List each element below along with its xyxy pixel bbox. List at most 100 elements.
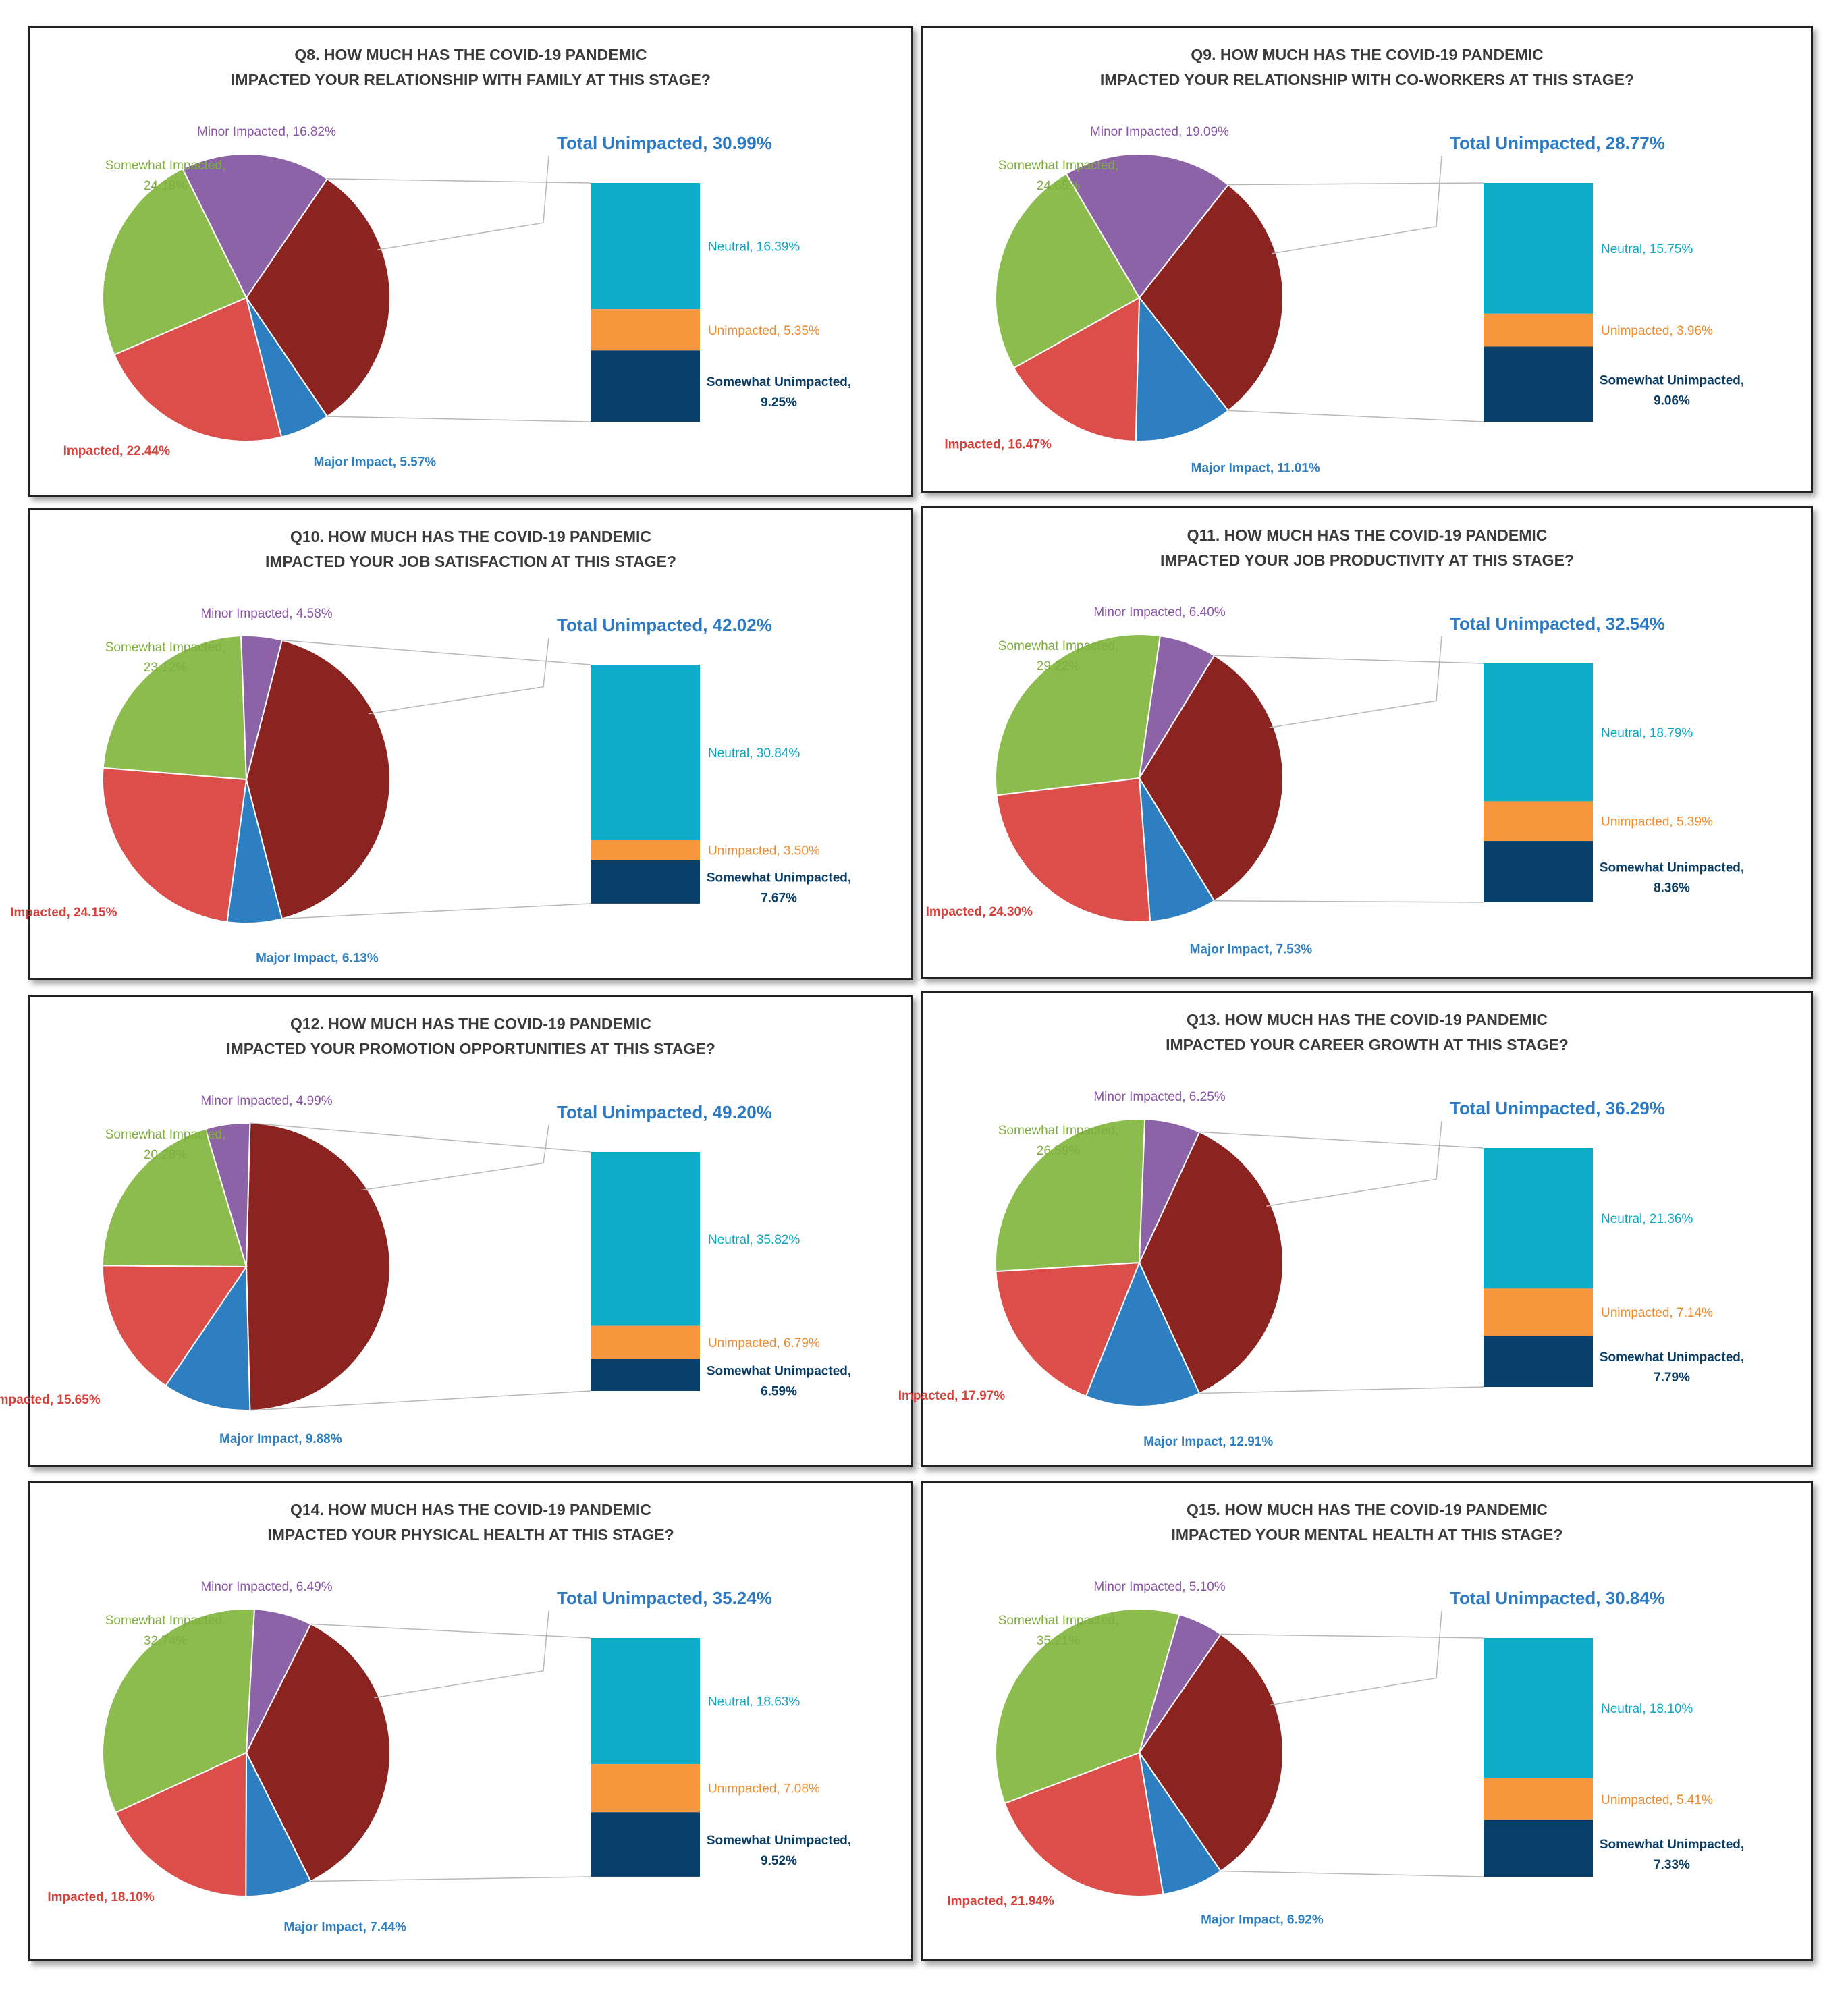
bar-of-pie-chart: Total Unimpacted, 28.77% Neutral, 15.75% U… — [944, 125, 1744, 476]
chart-title-line-2: IMPACTED YOUR CAREER GROWTH AT THIS STAG… — [1166, 1036, 1569, 1053]
pie-slice-major-impact — [1139, 777, 1216, 923]
bar-of-pie-chart: Total Unimpacted, 42.02% Neutral, 30.84% U… — [10, 607, 851, 966]
pie-slice-somewhat-impacted — [102, 1128, 248, 1268]
pie-label-minor-impacted: Minor Impacted, 16.82% — [197, 125, 336, 139]
pie-label-somewhat-impacted-value: 24.18% — [144, 179, 188, 193]
chart-title-line-1: Q13. HOW MUCH HAS THE COVID-19 PANDEMIC — [1186, 1011, 1548, 1029]
pie-slice-total-unimpacted — [1138, 184, 1284, 412]
bar-label-unimpacted: Unimpacted, 7.14% — [1601, 1306, 1713, 1320]
bar-segment-somewhat-unimpacted — [1484, 1336, 1593, 1387]
bar-label-somewhat-unimpacted-value: 9.25% — [761, 395, 797, 410]
pie-label-somewhat-impacted-value: 32.74% — [144, 1634, 188, 1648]
chart-title: Q11. HOW MUCH HAS THE COVID-19 PANDEMIC … — [923, 523, 1811, 573]
connector-line-bottom — [1220, 1870, 1484, 1877]
pie-slice-somewhat-impacted — [995, 1608, 1180, 1805]
bar-label-neutral: Neutral, 21.36% — [1601, 1212, 1693, 1226]
pie-label-impacted: Impacted, 18.10% — [47, 1890, 155, 1904]
bar-segment-neutral — [1484, 1638, 1593, 1778]
bar-label-neutral: Neutral, 30.84% — [708, 746, 800, 761]
bar-segment-somewhat-unimpacted — [1484, 1819, 1593, 1877]
connector-line-bottom — [1228, 410, 1484, 422]
bar-label-unimpacted: Unimpacted, 3.96% — [1601, 324, 1713, 338]
chart-panel-q11: Q11. HOW MUCH HAS THE COVID-19 PANDEMIC … — [921, 506, 1813, 979]
chart-panel-q14: Q14. HOW MUCH HAS THE COVID-19 PANDEMIC … — [28, 1481, 913, 1961]
bar-segment-unimpacted — [1484, 1288, 1593, 1336]
bar-segment-unimpacted — [591, 309, 700, 351]
pie-label-somewhat-impacted: Somewhat Impacted, — [105, 640, 225, 655]
pie-slice-minor-impacted — [182, 153, 329, 299]
bar-of-pie-chart: Total Unimpacted, 49.20% Neutral, 35.82% U… — [0, 1094, 851, 1446]
chart-title-line-2: IMPACTED YOUR PHYSICAL HEALTH AT THIS ST… — [267, 1526, 674, 1543]
pie-slice-impacted — [1012, 296, 1141, 442]
pie-slice-impacted — [996, 777, 1151, 923]
pie-slice-minor-impacted — [240, 635, 283, 780]
pie-label-somewhat-impacted: Somewhat Impacted, — [998, 159, 1118, 173]
pie-label-major-impact: Major Impact, 6.92% — [1201, 1913, 1324, 1927]
bar-of-pie-chart: Total Unimpacted, 36.29% Neutral, 21.36% U… — [898, 1090, 1744, 1449]
bar-segment-unimpacted — [591, 1325, 700, 1359]
chart-title: Q12. HOW MUCH HAS THE COVID-19 PANDEMIC … — [30, 1012, 911, 1062]
bar-label-somewhat-unimpacted: Somewhat Unimpacted, — [1600, 1350, 1744, 1365]
bar-label-somewhat-unimpacted-value: 8.36% — [1654, 881, 1690, 896]
bar-label-somewhat-unimpacted: Somewhat Unimpacted, — [1600, 1838, 1744, 1852]
bar-segment-somewhat-unimpacted — [591, 860, 700, 904]
chart-title-line-1: Q11. HOW MUCH HAS THE COVID-19 PANDEMIC — [1187, 526, 1548, 544]
pie-label-minor-impacted: Minor Impacted, 6.25% — [1093, 1090, 1225, 1104]
pie-label-minor-impacted: Minor Impacted, 4.99% — [200, 1094, 332, 1108]
pie-label-somewhat-impacted: Somewhat Impacted, — [998, 1614, 1118, 1628]
pie-label-somewhat-impacted: Somewhat Impacted, — [105, 159, 225, 173]
pie-label-impacted: Impacted, 22.44% — [63, 444, 171, 458]
pie-slice-minor-impacted — [1065, 153, 1230, 299]
pie-label-minor-impacted: Minor Impacted, 4.58% — [200, 607, 332, 621]
bar-segment-somewhat-unimpacted — [591, 350, 700, 422]
connector-line-top — [327, 178, 591, 184]
connector-line-bottom — [1214, 900, 1484, 903]
bar-label-somewhat-unimpacted-value: 9.52% — [761, 1854, 797, 1868]
bar-label-somewhat-unimpacted: Somewhat Unimpacted, — [707, 375, 851, 389]
pie-label-major-impact: Major Impact, 5.57% — [314, 456, 437, 470]
pie-label-major-impact: Major Impact, 11.01% — [1191, 462, 1320, 476]
total-label-leader-line — [361, 1124, 549, 1191]
bar-segment-neutral — [591, 665, 700, 840]
chart-panel-q13: Q13. HOW MUCH HAS THE COVID-19 PANDEMIC … — [898, 991, 1813, 1467]
chart-title: Q14. HOW MUCH HAS THE COVID-19 PANDEMIC … — [30, 1498, 911, 1547]
chart-title-line-2: IMPACTED YOUR RELATIONSHIP WITH CO-WORKE… — [1099, 71, 1635, 88]
pie-slice-total-unimpacted — [245, 177, 391, 418]
total-unimpacted-label: Total Unimpacted, 35.24% — [557, 1588, 772, 1608]
total-label-leader-line — [374, 1610, 549, 1699]
total-label-leader-line — [1270, 1610, 1442, 1706]
pie-label-impacted: Impacted, 21.94% — [947, 1894, 1054, 1909]
chart-title-line-2: IMPACTED YOUR MENTAL HEALTH AT THIS STAG… — [1171, 1526, 1563, 1543]
bar-segment-somewhat-unimpacted — [591, 1359, 700, 1391]
pie-slice-impacted — [102, 1265, 248, 1387]
chart-panel-q12: Q12. HOW MUCH HAS THE COVID-19 PANDEMIC … — [0, 995, 913, 1467]
bar-label-somewhat-unimpacted: Somewhat Unimpacted, — [707, 1834, 851, 1848]
bar-segment-neutral — [1484, 1148, 1593, 1289]
pie-label-major-impact: Major Impact, 7.44% — [283, 1921, 406, 1935]
pie-label-somewhat-impacted-value: 26.59% — [1037, 1144, 1081, 1158]
total-unimpacted-label: Total Unimpacted, 42.02% — [557, 615, 772, 635]
total-label-leader-line — [377, 155, 549, 250]
bar-label-somewhat-unimpacted-value: 7.67% — [761, 892, 797, 906]
total-unimpacted-label: Total Unimpacted, 28.77% — [1450, 133, 1665, 153]
chart-title-line-2: IMPACTED YOUR PROMOTION OPPORTUNITIES AT… — [226, 1040, 715, 1058]
pie-label-minor-impacted: Minor Impacted, 5.10% — [1093, 1580, 1225, 1594]
pie-label-somewhat-impacted: Somewhat Impacted, — [998, 1124, 1118, 1138]
bar-segment-neutral — [591, 1638, 700, 1765]
pie-label-somewhat-impacted: Somewhat Impacted, — [998, 639, 1118, 653]
pie-label-major-impact: Major Impact, 9.88% — [219, 1432, 342, 1446]
pie-label-impacted: Impacted, 24.30% — [926, 905, 1033, 919]
pie-label-major-impact: Major Impact, 7.53% — [1190, 942, 1313, 956]
pie-slice-impacted — [102, 767, 248, 923]
connector-line-bottom — [250, 1390, 591, 1411]
pie-slice-minor-impacted — [205, 1122, 251, 1267]
pie-slice-major-impact — [1135, 296, 1230, 442]
connector-line-top — [310, 1623, 591, 1639]
bar-of-pie-chart: Total Unimpacted, 35.24% Neutral, 18.63% U… — [47, 1580, 851, 1935]
pie-label-somewhat-impacted-value: 24.65% — [1037, 179, 1081, 193]
bar-label-somewhat-unimpacted: Somewhat Unimpacted, — [707, 871, 851, 885]
bar-segment-somewhat-unimpacted — [1484, 346, 1593, 422]
pie-slice-somewhat-impacted — [995, 634, 1162, 796]
pie-slice-total-unimpacted — [1138, 654, 1284, 902]
bar-label-somewhat-unimpacted: Somewhat Unimpacted, — [1600, 861, 1744, 875]
